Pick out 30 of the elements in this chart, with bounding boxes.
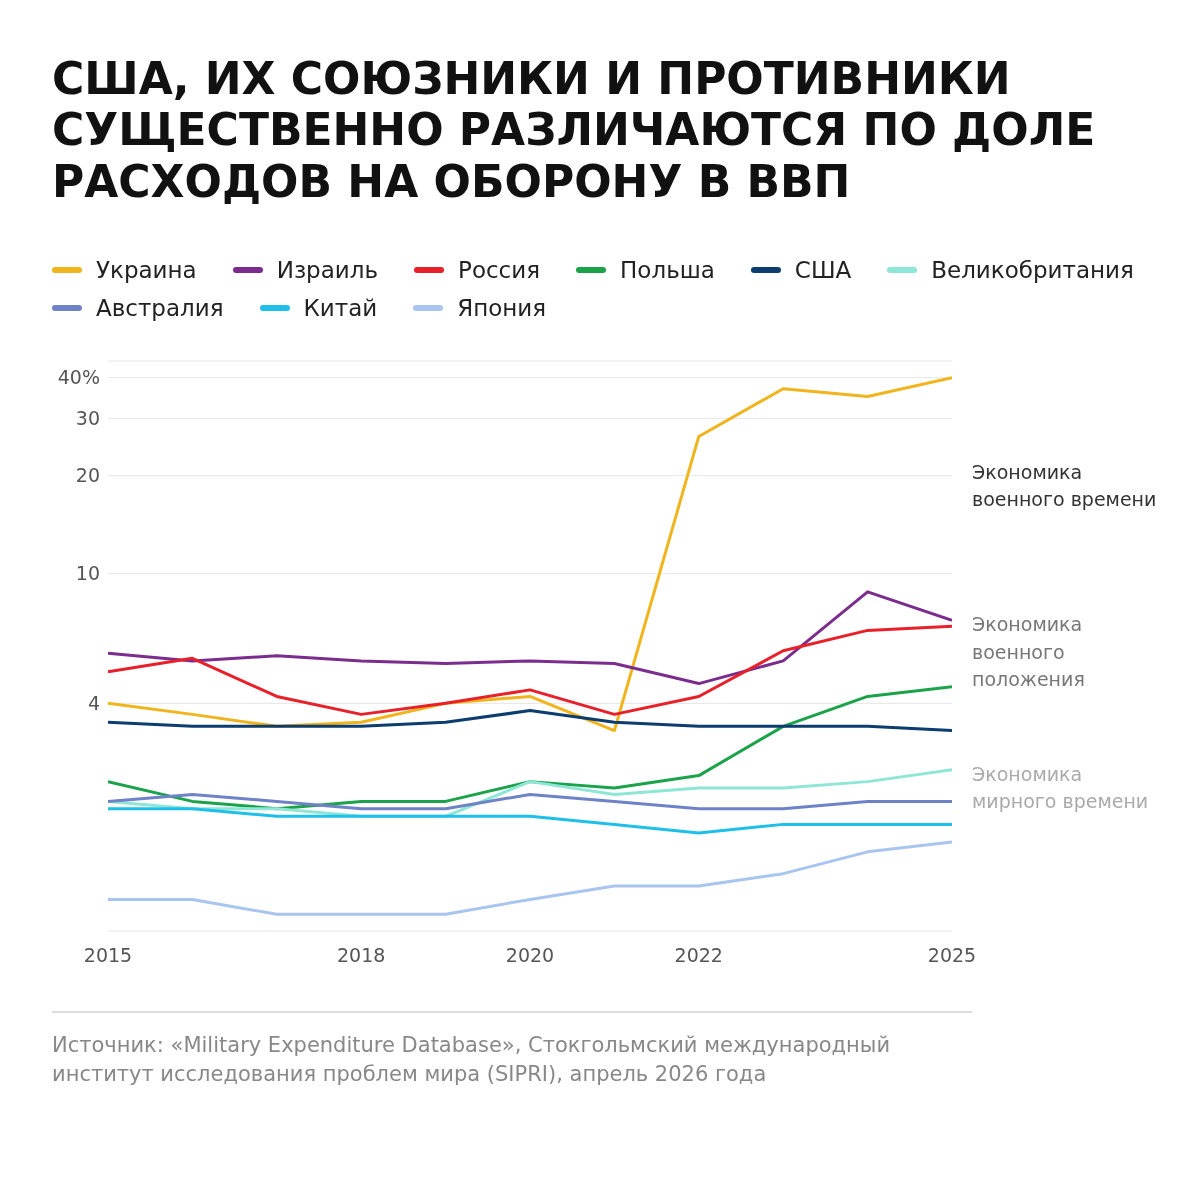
y-tick-label: 10: [75, 562, 100, 585]
line-series: [108, 625, 952, 717]
text: Экономика военного времени: [972, 460, 1158, 513]
y-tick-label: 40%: [57, 366, 100, 389]
line-series: [108, 590, 952, 686]
legend-label: Израиль: [276, 257, 379, 284]
legend-label: Великобритания: [931, 257, 1134, 284]
x-tick-label: 2020: [505, 944, 555, 967]
line-series: [108, 709, 952, 733]
legend-label: Австралия: [96, 295, 224, 322]
legend-label: Япония: [457, 295, 547, 322]
legend-label: Украина: [96, 257, 197, 284]
legend-label: Польша: [620, 257, 715, 284]
line-series: [108, 807, 952, 835]
legend-label: Россия: [458, 257, 541, 284]
y-tick-label: 4: [87, 692, 100, 715]
text: Источник: «Military Expenditure Database», Стокгольмский международный институт исследования проблем мира (SIPRI), апрель 2026 года: [52, 1032, 892, 1088]
x-tick-label: 2022: [674, 944, 723, 967]
x-tick-label: 2025: [927, 944, 977, 967]
chart-title: США, ИХ СОЮЗНИКИ И ПРОТИВНИКИ СУЩЕСТВЕННО РАЗЛИЧАЮТСЯ ПО ДОЛЕ РАСХОДОВ НА ОБОРОНУ В ВВП: [51, 52, 1097, 208]
line-series: [108, 840, 952, 917]
text: Экономика мирного времени: [972, 762, 1150, 815]
x-tick-label: 2018: [337, 944, 386, 967]
y-tick-label: 20: [75, 464, 100, 487]
line-series: [108, 376, 952, 733]
text: Экономика военного положения: [972, 611, 1086, 692]
legend-label: Китай: [303, 295, 378, 322]
legend-label: США: [794, 257, 852, 284]
x-tick-label: 2015: [83, 944, 133, 967]
y-tick-label: 30: [75, 407, 100, 430]
